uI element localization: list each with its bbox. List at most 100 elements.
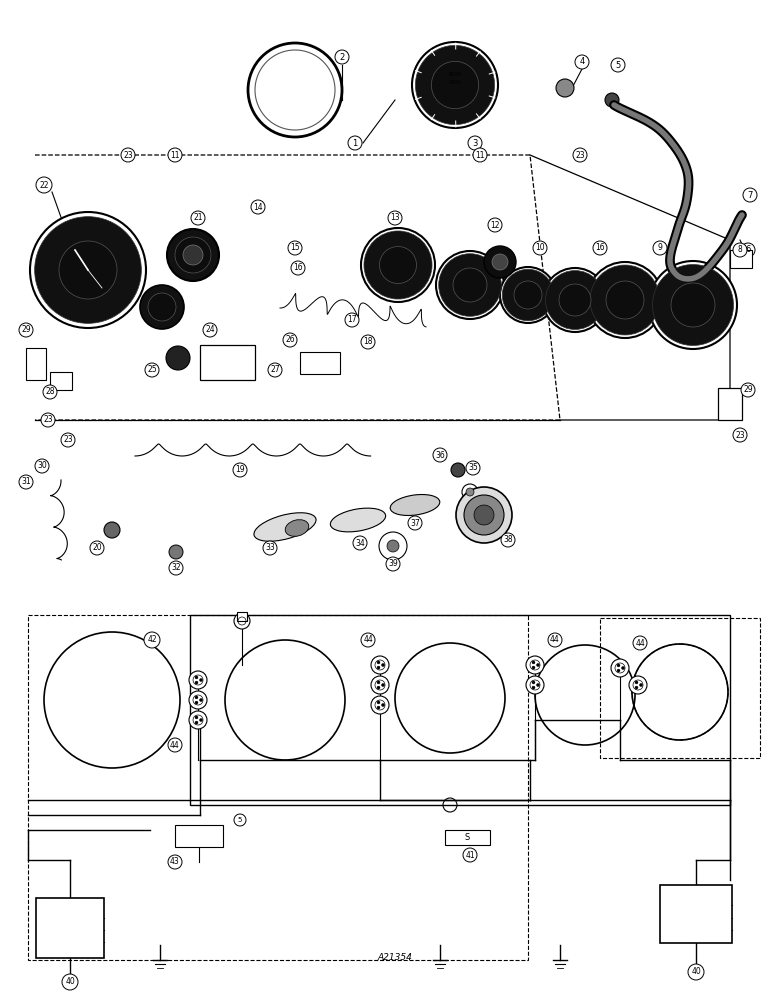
Circle shape	[175, 237, 211, 273]
Circle shape	[741, 383, 755, 397]
Text: 14: 14	[253, 202, 262, 212]
Circle shape	[611, 659, 629, 677]
Circle shape	[195, 701, 198, 704]
Circle shape	[590, 265, 660, 335]
Circle shape	[466, 461, 480, 475]
Text: 39: 39	[388, 560, 398, 568]
Circle shape	[633, 636, 647, 650]
Circle shape	[199, 678, 202, 682]
Circle shape	[649, 261, 737, 349]
Circle shape	[361, 633, 375, 647]
Circle shape	[381, 704, 384, 706]
Circle shape	[671, 283, 715, 327]
Text: 18: 18	[364, 338, 373, 347]
Circle shape	[575, 55, 589, 69]
Circle shape	[500, 267, 556, 323]
Circle shape	[263, 541, 277, 555]
Circle shape	[451, 463, 465, 477]
Text: 11: 11	[171, 150, 180, 159]
Circle shape	[90, 541, 104, 555]
Circle shape	[380, 246, 417, 284]
Bar	[36, 898, 104, 958]
Text: 3600: 3600	[448, 73, 462, 78]
Circle shape	[268, 363, 282, 377]
Circle shape	[169, 561, 183, 575]
Circle shape	[345, 313, 359, 327]
Bar	[600, 618, 760, 758]
Text: 30: 30	[37, 462, 47, 471]
Circle shape	[546, 271, 604, 329]
Circle shape	[19, 323, 33, 337]
Circle shape	[167, 229, 219, 281]
Text: 5: 5	[238, 817, 242, 823]
Circle shape	[593, 241, 607, 255]
Bar	[190, 615, 730, 805]
Circle shape	[532, 686, 535, 689]
Circle shape	[743, 188, 757, 202]
Circle shape	[408, 516, 422, 530]
Text: 8: 8	[737, 245, 743, 254]
Circle shape	[43, 385, 57, 399]
Circle shape	[199, 698, 202, 702]
Ellipse shape	[330, 508, 386, 532]
Circle shape	[248, 43, 342, 137]
Text: 43: 43	[170, 857, 180, 866]
Text: 5: 5	[615, 60, 621, 70]
Text: 3: 3	[472, 138, 478, 147]
Circle shape	[532, 681, 535, 684]
Circle shape	[35, 217, 141, 323]
Circle shape	[377, 706, 380, 709]
Text: 37: 37	[410, 518, 420, 528]
Circle shape	[195, 696, 198, 699]
Bar	[26, 348, 46, 380]
Circle shape	[617, 664, 620, 667]
Circle shape	[140, 285, 184, 329]
Circle shape	[234, 814, 246, 826]
Text: 11: 11	[476, 150, 485, 159]
Text: 42: 42	[147, 636, 157, 645]
Circle shape	[195, 721, 198, 724]
Circle shape	[361, 335, 375, 349]
Circle shape	[526, 676, 544, 694]
Circle shape	[19, 475, 33, 489]
Circle shape	[195, 676, 198, 679]
Circle shape	[468, 136, 482, 150]
Circle shape	[438, 254, 501, 316]
Bar	[718, 388, 742, 420]
Circle shape	[35, 459, 49, 473]
Text: 16: 16	[293, 263, 303, 272]
Circle shape	[191, 211, 205, 225]
Circle shape	[741, 243, 755, 257]
Bar	[730, 250, 752, 268]
Ellipse shape	[390, 495, 440, 515]
Text: 10: 10	[535, 243, 545, 252]
Text: 29: 29	[743, 385, 753, 394]
Bar	[50, 372, 72, 390]
Text: 32: 32	[171, 564, 181, 572]
Circle shape	[348, 136, 362, 150]
Circle shape	[532, 666, 535, 669]
Text: 2400: 2400	[449, 80, 461, 85]
Circle shape	[617, 669, 620, 672]
Circle shape	[195, 716, 198, 719]
Circle shape	[526, 656, 544, 674]
Bar	[660, 885, 732, 943]
Text: 19: 19	[235, 466, 245, 475]
Circle shape	[533, 241, 547, 255]
Circle shape	[587, 262, 663, 338]
Text: 16: 16	[595, 243, 604, 252]
Circle shape	[381, 664, 384, 666]
Circle shape	[606, 281, 644, 319]
Ellipse shape	[254, 513, 316, 541]
Circle shape	[433, 448, 447, 462]
Circle shape	[466, 488, 474, 496]
Circle shape	[503, 269, 554, 321]
Text: 28: 28	[46, 387, 55, 396]
Circle shape	[371, 676, 389, 694]
Circle shape	[199, 718, 202, 722]
Circle shape	[514, 281, 542, 309]
Circle shape	[291, 261, 305, 275]
Circle shape	[605, 93, 619, 107]
Circle shape	[415, 45, 495, 125]
Circle shape	[652, 265, 733, 345]
